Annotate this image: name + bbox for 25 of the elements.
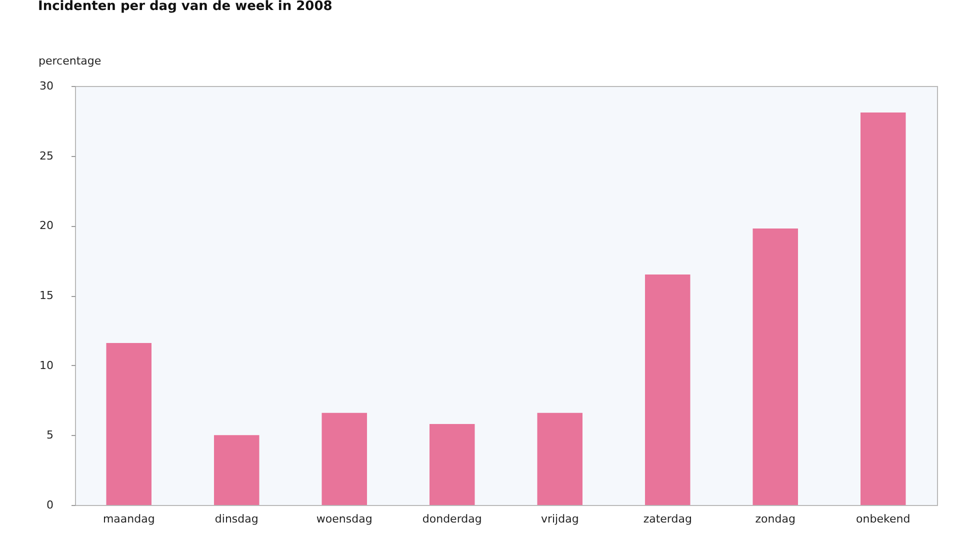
bar bbox=[322, 412, 368, 505]
x-tick-label: zondag bbox=[755, 512, 796, 526]
y-tick-label: 0 bbox=[46, 498, 54, 512]
bar bbox=[860, 112, 906, 505]
bar bbox=[537, 412, 583, 505]
bar bbox=[106, 342, 152, 505]
chart-title: Incidenten per dag van de week in 2008 bbox=[38, 0, 332, 14]
x-tick-label: maandag bbox=[102, 512, 155, 526]
y-tick-label: 20 bbox=[40, 219, 54, 232]
y-tick-label: 5 bbox=[46, 428, 54, 442]
x-tick-label: zaterdag bbox=[643, 512, 692, 526]
x-tick-label: onbekend bbox=[856, 512, 910, 526]
bar bbox=[752, 228, 798, 505]
y-tick-label: 25 bbox=[40, 149, 54, 162]
y-axis-title: percentage bbox=[38, 54, 102, 68]
x-tick-label: vrijdag bbox=[540, 512, 579, 526]
y-tick-label: 15 bbox=[40, 289, 54, 302]
x-tick-label: donderdag bbox=[422, 512, 482, 526]
x-tick-label: dinsdag bbox=[214, 512, 258, 526]
bar bbox=[644, 274, 690, 505]
bar bbox=[430, 424, 475, 505]
bar bbox=[214, 435, 260, 505]
x-tick-label: woensdag bbox=[316, 512, 372, 526]
y-tick-label: 10 bbox=[40, 358, 54, 372]
y-tick-label: 30 bbox=[40, 80, 54, 92]
